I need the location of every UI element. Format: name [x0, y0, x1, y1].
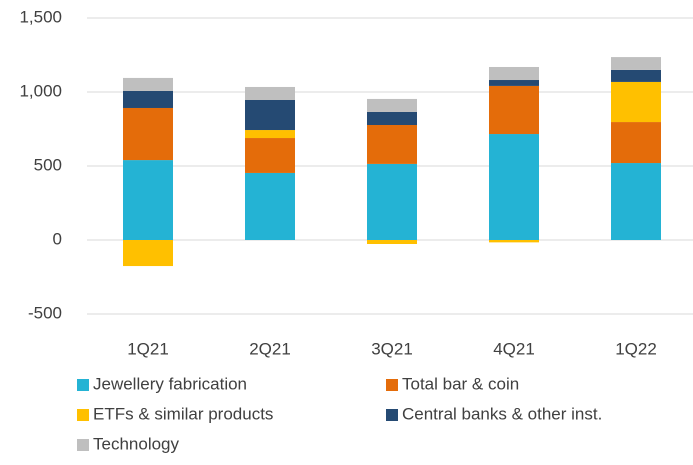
y-tick-label: 1,000 — [19, 81, 62, 100]
bar-segment — [367, 111, 417, 126]
legend-swatch — [386, 409, 398, 421]
legend-swatch — [386, 379, 398, 391]
bar-segment — [489, 80, 539, 86]
bar-segment — [611, 122, 661, 164]
bar-segment — [489, 66, 539, 81]
x-tick-label: 1Q22 — [615, 339, 657, 358]
y-tick-label: 1,500 — [19, 7, 62, 26]
x-tick-label: 4Q21 — [493, 339, 535, 358]
legend-swatch — [77, 379, 89, 391]
bar-segment — [611, 69, 661, 82]
bar-segment — [489, 85, 539, 135]
legend-label: Total bar & coin — [402, 374, 519, 393]
bar-segment — [245, 172, 295, 240]
bar-segment — [611, 81, 661, 123]
bar-segment — [245, 99, 295, 131]
bar-segment — [123, 240, 173, 267]
bar-segment — [367, 98, 417, 112]
bar-segment — [123, 160, 173, 240]
bar-segment — [611, 57, 661, 70]
bar-segment — [611, 163, 661, 240]
legend-label: Central banks & other inst. — [402, 404, 602, 423]
x-tick-label: 2Q21 — [249, 339, 291, 358]
legend-swatch — [77, 439, 89, 451]
bar-segment — [245, 130, 295, 139]
y-tick-label: 0 — [53, 229, 62, 248]
bar-segment — [123, 90, 173, 108]
x-tick-label: 1Q21 — [127, 339, 169, 358]
x-tick-label: 3Q21 — [371, 339, 413, 358]
y-tick-label: -500 — [28, 303, 62, 322]
bar-segment — [245, 138, 295, 173]
legend-label: Jewellery fabrication — [93, 374, 247, 393]
bar-segment — [367, 240, 417, 244]
bar-segment — [123, 77, 173, 91]
legend-label: ETFs & similar products — [93, 404, 273, 423]
bar-segment — [367, 163, 417, 240]
bar-segment — [489, 240, 539, 243]
bar-segment — [367, 125, 417, 164]
bar-segment — [245, 86, 295, 100]
legend-label: Technology — [93, 434, 180, 453]
bar-segment — [489, 134, 539, 240]
legend-swatch — [77, 409, 89, 421]
y-tick-label: 500 — [34, 155, 62, 174]
bar-segment — [123, 107, 173, 161]
